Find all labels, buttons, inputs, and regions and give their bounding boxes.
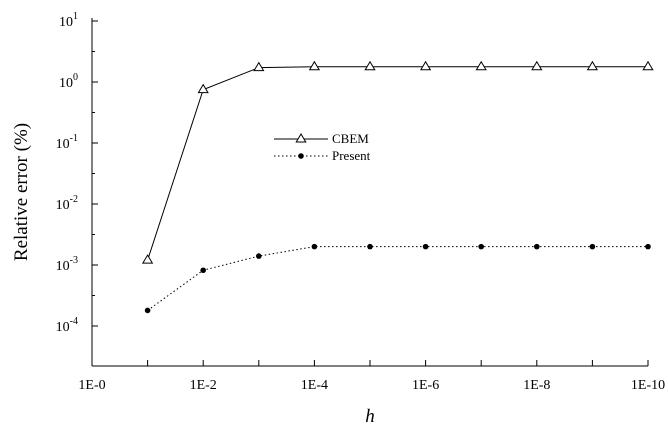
y-tick-base: 10 <box>56 198 70 213</box>
data-point-triangle <box>141 254 154 264</box>
x-tick-label: 1E-2 <box>190 378 217 393</box>
y-axis-title: Relative error (%) <box>11 123 32 261</box>
series-line <box>147 66 648 261</box>
x-ticks: 1E-0 1E-2 1E-4 1E-6 1E-8 1E-10 <box>78 360 665 393</box>
legend: CBEM Present <box>274 131 371 163</box>
series-cbem <box>141 60 654 264</box>
data-point-triangle <box>253 61 265 72</box>
data-point-circle <box>478 243 485 250</box>
data-point-triangle <box>531 60 543 71</box>
y-tick-base: 10 <box>56 137 70 152</box>
y-tick-exponent: -2 <box>70 194 78 205</box>
y-tick-label: 101 <box>59 11 78 30</box>
y-tick-exponent: 0 <box>73 72 78 83</box>
data-point-triangle <box>642 60 654 71</box>
legend-label-present: Present <box>332 148 371 163</box>
x-tick-label: 1E-4 <box>301 378 328 393</box>
y-tick-label: 10-3 <box>56 255 78 274</box>
series-line <box>147 246 648 311</box>
x-tick-label: 1E-10 <box>631 378 665 393</box>
data-point-circle <box>311 243 318 250</box>
data-point-triangle <box>419 60 432 71</box>
data-point-circle <box>144 307 151 314</box>
legend-marker-circle <box>298 153 304 159</box>
x-axis-title: h <box>365 406 375 427</box>
data-point-circle <box>589 243 596 250</box>
data-point-triangle <box>197 83 209 94</box>
y-tick-base: 10 <box>59 15 73 30</box>
data-point-triangle <box>308 60 321 71</box>
series-layer <box>141 60 654 314</box>
y-tick-base: 10 <box>56 259 70 274</box>
y-tick-label: 10-4 <box>56 316 78 335</box>
data-point-circle <box>367 243 373 250</box>
data-point-triangle <box>475 60 487 71</box>
data-point-circle <box>422 243 429 250</box>
y-tick-label: 100 <box>59 72 78 91</box>
legend-marker-triangle <box>295 133 307 143</box>
data-point-circle <box>534 243 540 250</box>
x-tick-label: 1E-6 <box>412 378 439 393</box>
y-tick-base: 10 <box>56 320 70 335</box>
y-tick-exponent: 1 <box>73 11 78 22</box>
y-tick-exponent: -1 <box>70 133 78 144</box>
x-tick-label: 1E-0 <box>78 378 105 393</box>
y-tick-label: 10-1 <box>56 133 78 152</box>
data-point-triangle <box>586 60 599 71</box>
y-tick-label: 10-2 <box>56 194 78 213</box>
y-tick-exponent: -4 <box>70 316 78 327</box>
data-point-circle <box>645 243 651 250</box>
legend-label-cbem: CBEM <box>332 131 369 146</box>
data-point-circle <box>255 253 262 259</box>
x-tick-label: 1E-8 <box>523 378 550 393</box>
y-tick-base: 10 <box>59 76 73 91</box>
data-point-circle <box>200 267 206 274</box>
series-present <box>144 243 651 314</box>
data-point-triangle <box>364 60 376 71</box>
y-tick-exponent: -3 <box>70 255 78 266</box>
